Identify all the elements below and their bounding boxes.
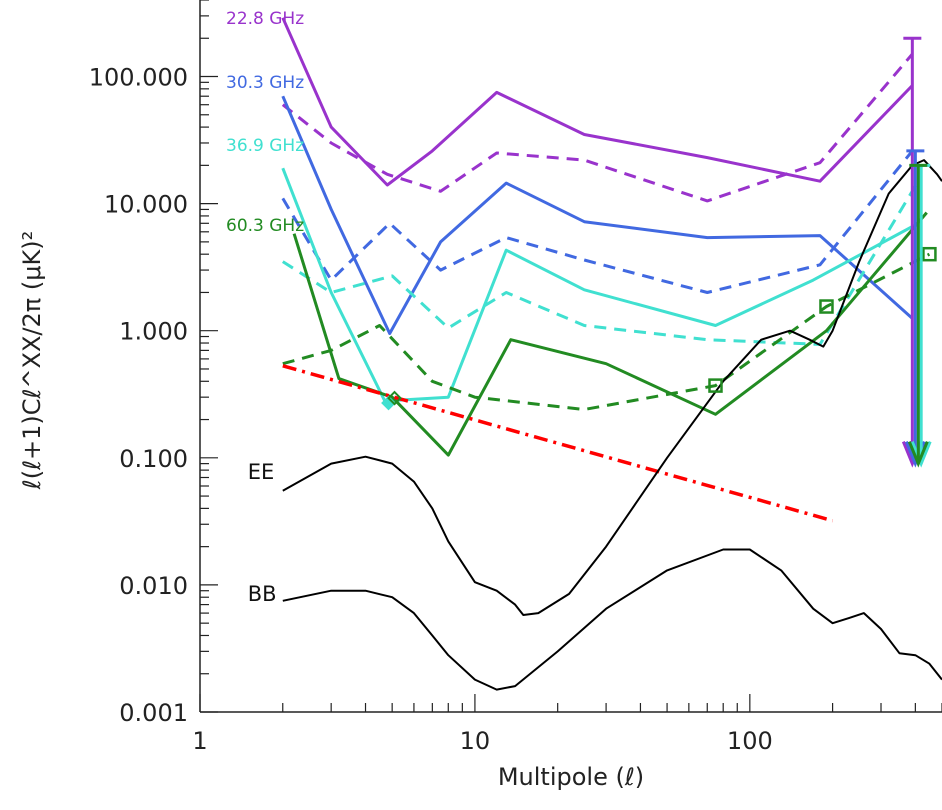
series-line-7-dashed <box>282 252 931 411</box>
x-tick-label: 1 <box>192 727 207 755</box>
series-line-1-dashed <box>281 53 914 203</box>
diamond-marker <box>387 390 402 406</box>
y-tick-label: 100.000 <box>89 64 188 92</box>
y-tick-label: 0.100 <box>119 445 188 473</box>
square-marker <box>708 378 723 393</box>
series-label-60-3-ghz: 60.3 GHz <box>226 216 304 236</box>
y-tick-label: 1.000 <box>119 318 188 346</box>
series-line-ee <box>282 159 942 616</box>
square-marker <box>819 299 834 314</box>
ticks: 0.001 0.010 0.100 1.000 10.000 100.000 1 10 100 <box>89 0 942 755</box>
x-axis-title: Multipole (ℓ) <box>498 763 644 791</box>
series-line-5-dashed <box>281 180 920 346</box>
upper-limit-arrowhead <box>910 441 932 468</box>
upper-limit-arrowhead <box>907 441 929 468</box>
y-tick-label: 0.010 <box>119 572 188 600</box>
series-label-30-3-ghz: 30.3 GHz <box>226 73 304 93</box>
y-tick-label: 10.000 <box>104 191 188 219</box>
y-tick-label: 0.001 <box>119 699 188 727</box>
upper-limits <box>901 36 932 468</box>
series-line-60-3-ghz <box>292 211 928 457</box>
series-label-bb: BB <box>248 582 277 606</box>
series-line-bb <box>282 548 942 691</box>
square-marker <box>922 246 937 262</box>
series-line-30-3-ghz <box>281 95 914 335</box>
series-line-36-9-ghz <box>281 167 920 403</box>
series-label-36-9-ghz: 36.9 GHz <box>226 136 304 156</box>
axes <box>199 0 942 713</box>
series-labels: 22.8 GHz 30.3 GHz 36.9 GHz 60.3 GHz EE BB <box>226 9 304 606</box>
x-tick-label: 10 <box>460 727 491 755</box>
x-tick-label: 100 <box>727 727 773 755</box>
series-label-ee: EE <box>248 460 275 484</box>
series-label-22-8-ghz: 22.8 GHz <box>226 9 304 29</box>
series-line-22-8-ghz <box>281 17 914 187</box>
markers <box>381 246 937 411</box>
series-lines <box>281 17 942 691</box>
series-line-8-dashdot <box>282 364 834 523</box>
series-line-3-dashed <box>281 149 914 294</box>
y-axis-title: ℓ(ℓ+1)Cℓ^XX/2π (μK)² <box>18 231 46 490</box>
